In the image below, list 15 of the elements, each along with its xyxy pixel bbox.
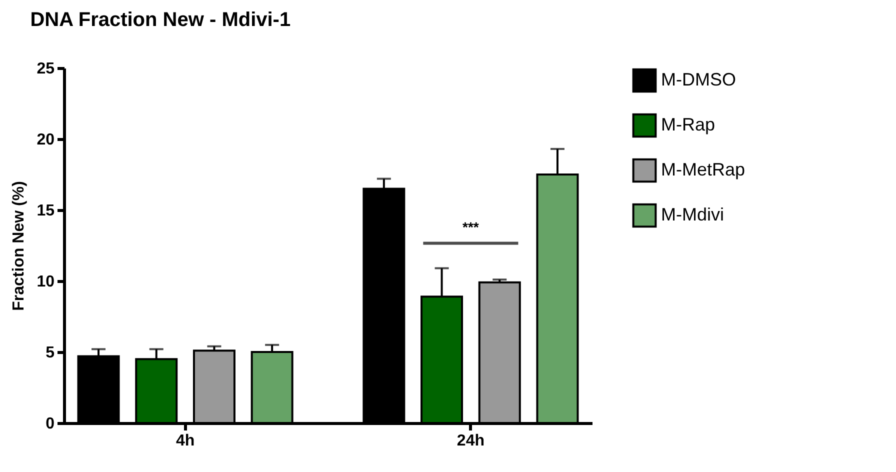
legend-label: M-Mdivi <box>661 204 724 224</box>
x-tick-label: 4h <box>176 432 195 450</box>
y-tick-label: 10 <box>36 274 55 290</box>
y-tick-label: 25 <box>36 60 55 78</box>
y-axis-title: Fraction New (%) <box>10 181 28 311</box>
annotation: *** <box>462 219 480 236</box>
y-tick-label: 0 <box>46 416 55 432</box>
y-tick-label: 20 <box>36 132 55 148</box>
legend-label: M-DMSO <box>661 70 736 90</box>
legend-label: M-Rap <box>661 114 716 134</box>
y-tick-label: 15 <box>36 202 55 220</box>
x-tick-label: 24h <box>456 432 484 450</box>
y-tick-label: 5 <box>46 344 55 362</box>
chart-title: DNA Fraction New - Mdivi-1 <box>30 9 291 31</box>
legend-label: M-MetRap <box>661 160 746 180</box>
